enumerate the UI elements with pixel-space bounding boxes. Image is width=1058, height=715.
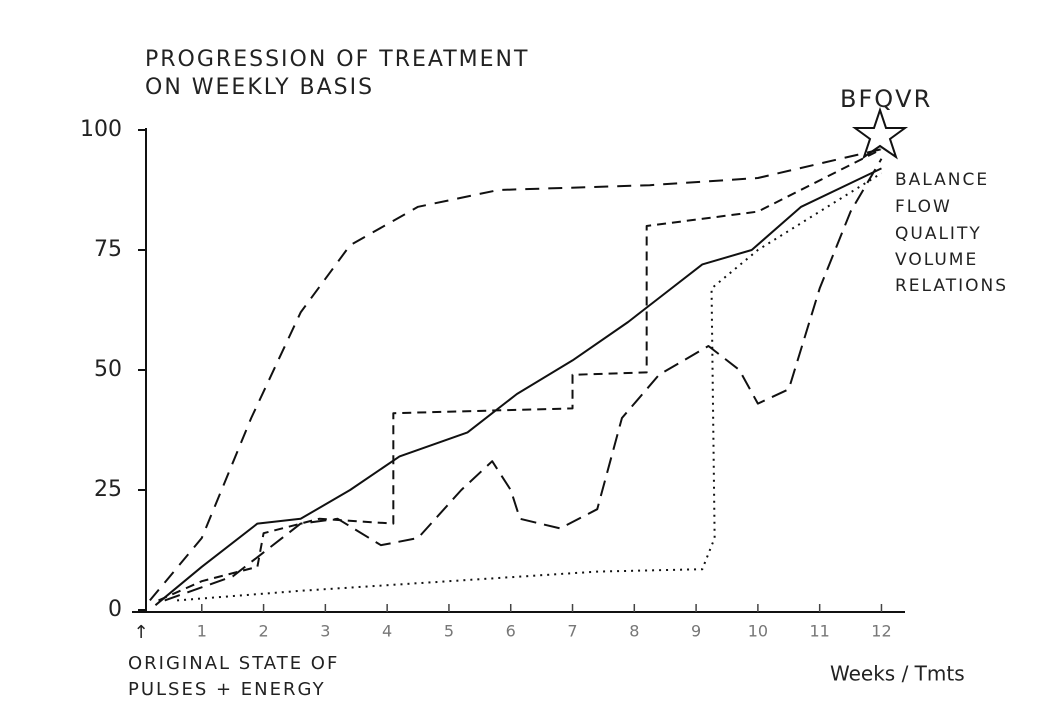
origin-note: ORIGINAL STATE OF — [128, 653, 339, 674]
x-tick-label: 6 — [506, 622, 516, 641]
page: {"chart_data": {"type": "line", "title_l… — [0, 0, 1058, 715]
y-tick-label: 100 — [80, 117, 122, 142]
x-tick-label: 4 — [382, 622, 392, 641]
series-line — [159, 149, 882, 600]
origin-marker: ↑ — [133, 622, 148, 643]
series-line — [150, 149, 882, 600]
series-line — [165, 159, 882, 601]
x-tick-label: 7 — [567, 622, 577, 641]
x-tick-label: 12 — [871, 622, 891, 641]
x-axis-label: Weeks / Tmts — [830, 662, 965, 686]
series-line — [155, 168, 881, 605]
y-tick-label: 50 — [94, 357, 122, 382]
chart-title: PROGRESSION OF TREATMENT — [145, 47, 529, 72]
x-tick-label: 11 — [809, 622, 829, 641]
goal-label: BFQVR — [840, 85, 932, 113]
goal-item: FLOW — [895, 197, 952, 217]
x-tick-label: 8 — [629, 622, 639, 641]
goal-item: BALANCE — [895, 170, 989, 190]
x-tick-label: 10 — [748, 622, 768, 641]
y-tick-label: 75 — [94, 237, 122, 262]
chart: PROGRESSION OF TREATMENT ON WEEKLY BASIS… — [0, 0, 1058, 715]
goal-item: QUALITY — [895, 224, 982, 244]
goal-item: VOLUME — [895, 250, 978, 270]
y-tick-label: 0 — [108, 597, 122, 622]
x-tick-label: 9 — [691, 622, 701, 641]
y-tick-label: 25 — [94, 477, 122, 502]
x-tick-label: 5 — [444, 622, 454, 641]
goal-item: RELATIONS — [895, 276, 1008, 296]
x-tick-label: 2 — [258, 622, 268, 641]
x-tick-label: 3 — [320, 622, 330, 641]
origin-note: PULSES + ENERGY — [128, 679, 326, 700]
x-tick-label: 1 — [197, 622, 207, 641]
chart-title: ON WEEKLY BASIS — [145, 75, 374, 100]
